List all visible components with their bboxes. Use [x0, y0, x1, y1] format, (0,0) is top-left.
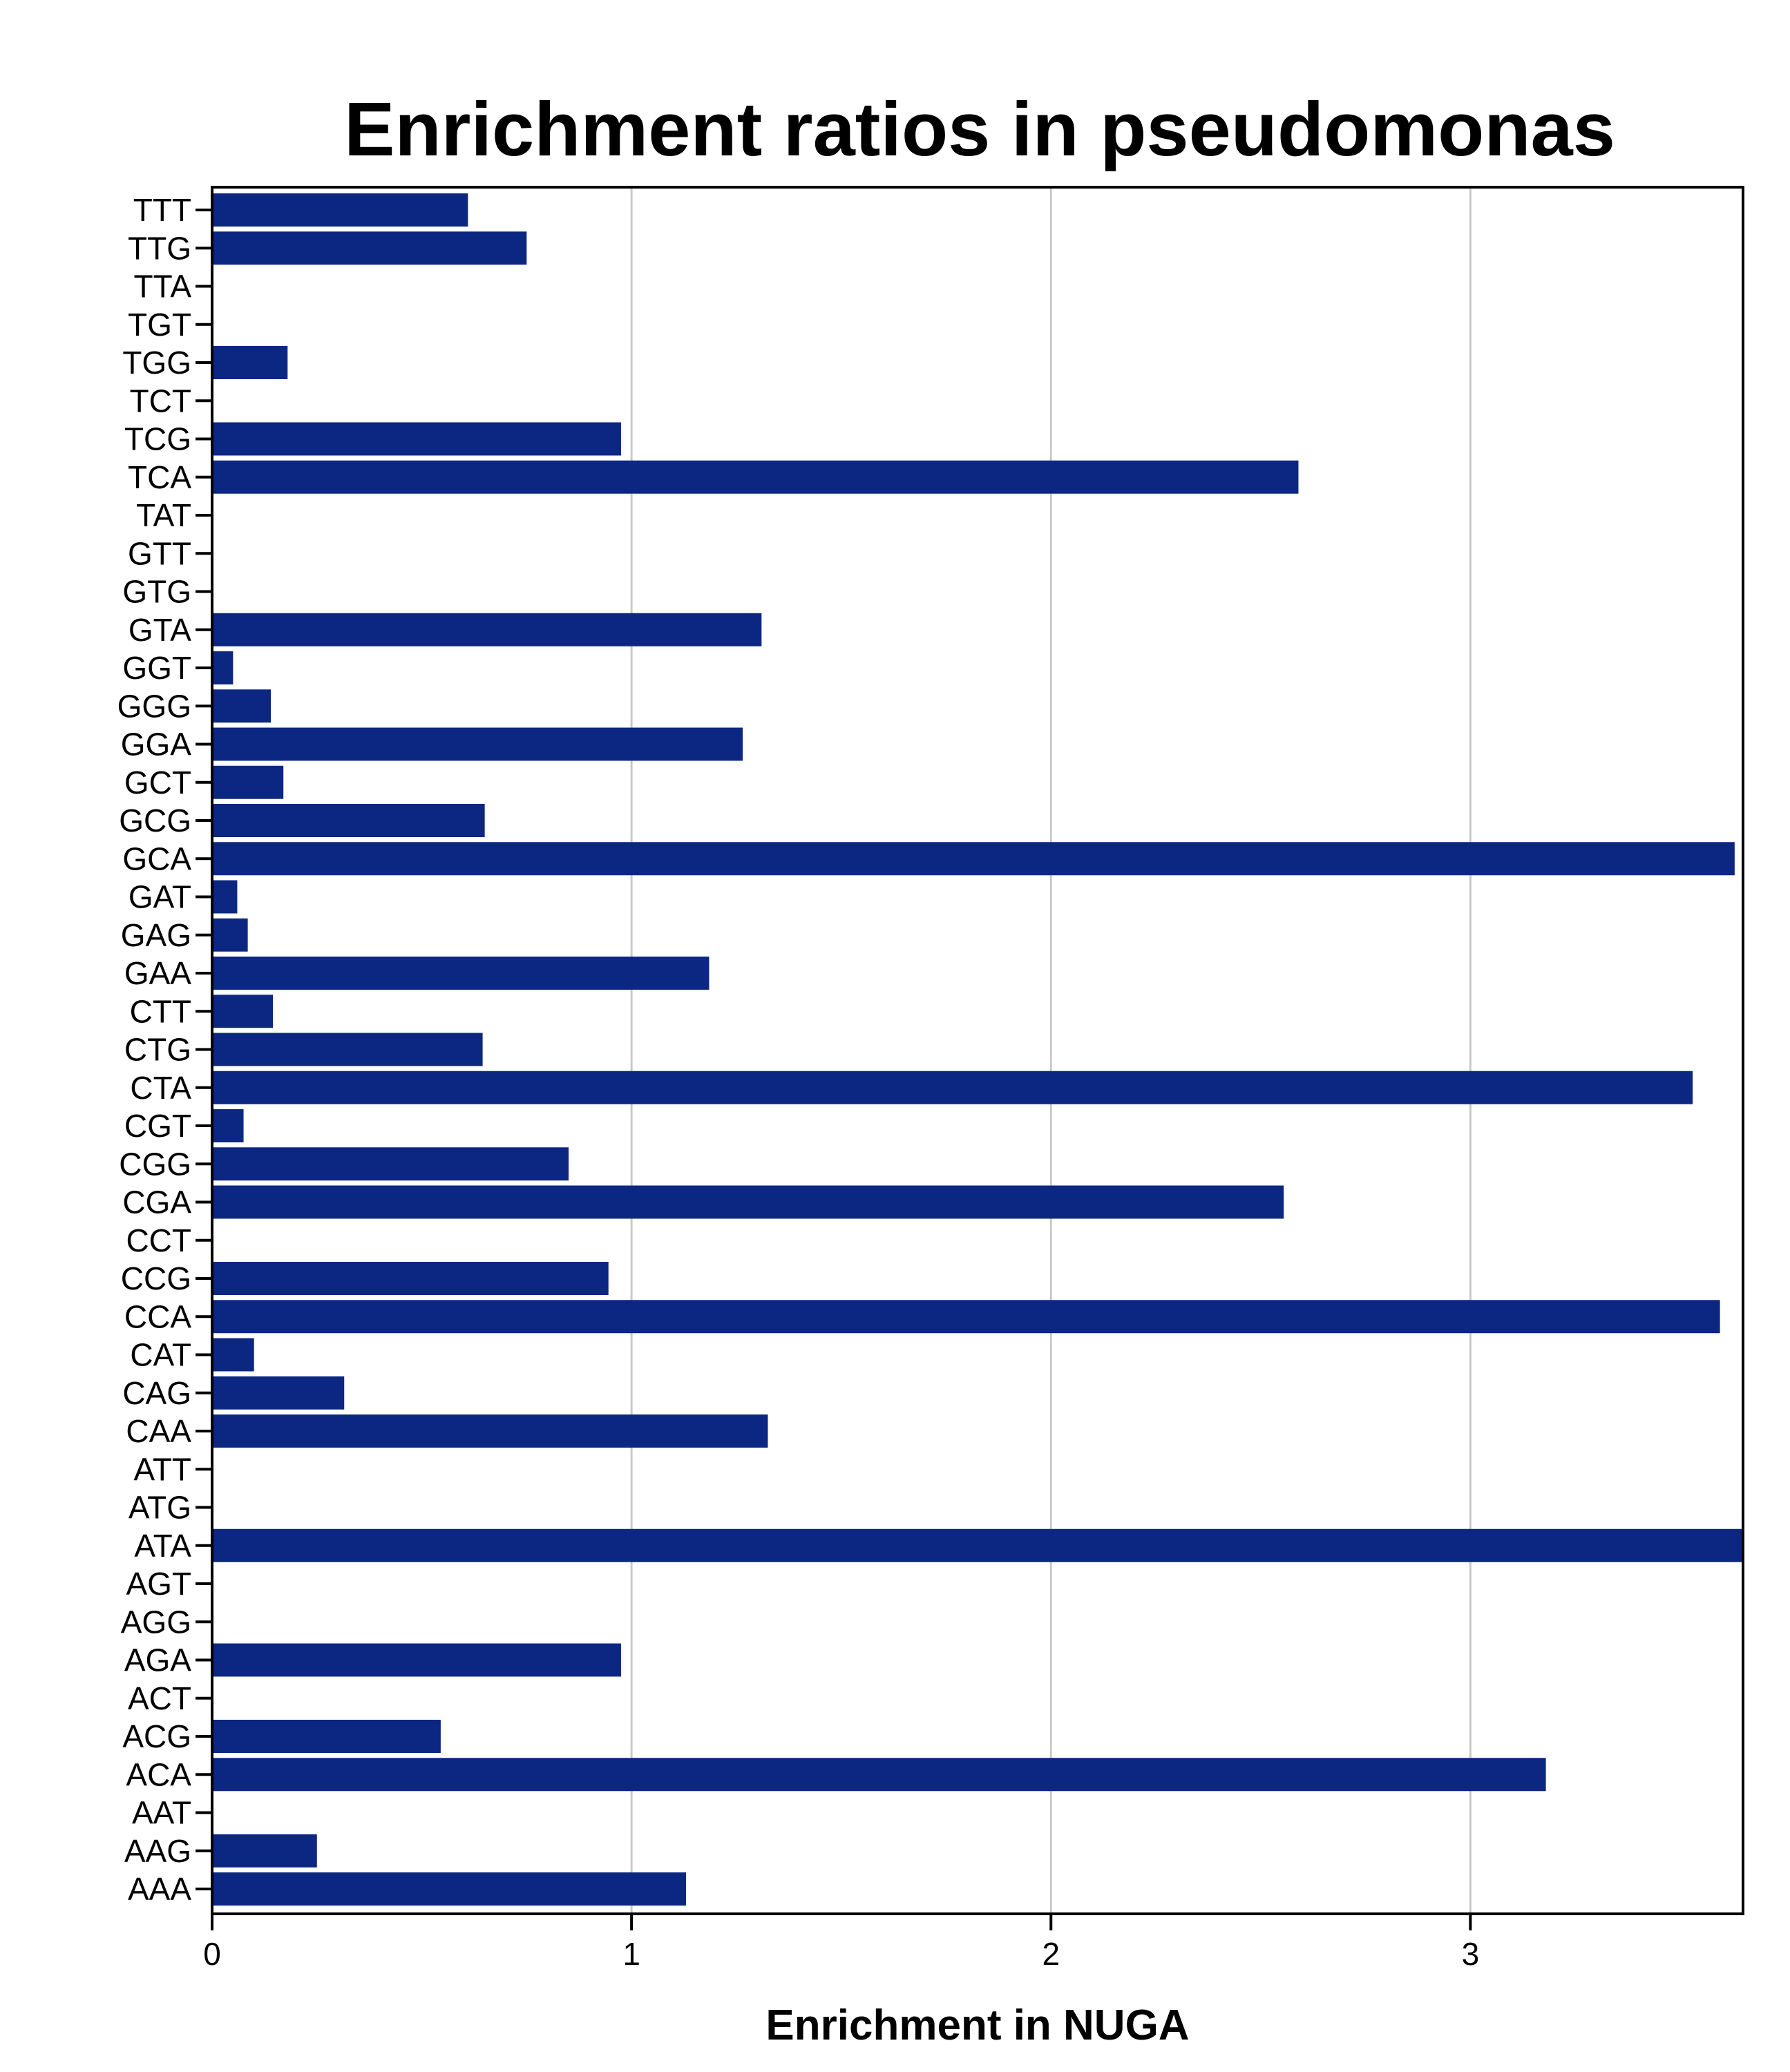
y-tick-label-CCT: CCT	[126, 1222, 191, 1258]
bar-CGA	[212, 1185, 1284, 1219]
bar-CAT	[212, 1338, 254, 1372]
bar-CCA	[212, 1300, 1720, 1334]
y-tick-label-GTG: GTG	[122, 574, 191, 610]
y-tick-label-GCG: GCG	[119, 803, 191, 838]
y-tick-label-CAA: CAA	[126, 1413, 191, 1449]
x-tick-label-3: 3	[1462, 1936, 1480, 1972]
bar-AAG	[212, 1834, 317, 1868]
y-tick-label-AAT: AAT	[132, 1795, 191, 1831]
y-tick-label-GAG: GAG	[121, 917, 191, 953]
bar-TTT	[212, 193, 468, 227]
bar-ATA	[212, 1528, 1743, 1562]
bar-TCG	[212, 422, 621, 456]
y-tick-label-ACG: ACG	[122, 1718, 191, 1754]
bar-GTA	[212, 613, 762, 646]
y-tick-label-CGT: CGT	[124, 1108, 191, 1144]
y-tick-label-TGG: TGG	[122, 345, 191, 381]
bar-CGG	[212, 1147, 569, 1181]
y-tick-label-GGG: GGG	[117, 688, 191, 724]
bar-GAT	[212, 880, 238, 914]
bar-CTT	[212, 995, 274, 1028]
bar-AAA	[212, 1872, 687, 1906]
y-tick-label-GTT: GTT	[128, 535, 191, 571]
bar-CTA	[212, 1071, 1693, 1104]
y-tick-label-TGT: TGT	[128, 307, 191, 343]
bar-TGG	[212, 346, 288, 379]
bar-GGA	[212, 727, 743, 761]
y-tick-label-GAA: GAA	[124, 955, 191, 991]
bar-GCA	[212, 842, 1735, 876]
x-tick-label-2: 2	[1042, 1936, 1060, 1972]
bar-GGT	[212, 651, 234, 684]
bar-CTG	[212, 1033, 483, 1066]
y-tick-label-AGT: AGT	[126, 1566, 191, 1602]
y-tick-label-GTA: GTA	[128, 612, 191, 648]
bar-ACA	[212, 1758, 1546, 1792]
x-tick-label-0: 0	[203, 1936, 221, 1972]
bar-GAA	[212, 957, 710, 990]
grid-lines	[630, 187, 1472, 1914]
y-tick-label-AAA: AAA	[128, 1871, 191, 1907]
y-tick-label-TTA: TTA	[134, 269, 192, 305]
y-tick-label-AGG: AGG	[121, 1604, 191, 1640]
y-tick-label-TCT: TCT	[130, 383, 191, 419]
y-tick-label-ACT: ACT	[128, 1680, 191, 1716]
y-tick-label-TTT: TTT	[133, 192, 191, 228]
y-tick-label-GCT: GCT	[124, 765, 191, 800]
bar-TCA	[212, 460, 1299, 494]
y-tick-label-GGT: GGT	[122, 650, 191, 686]
y-tick-label-CAG: CAG	[122, 1375, 191, 1411]
y-axis-ticks: TTTTTGTTATGTTGGTCTTCGTCATATGTTGTGGTAGGTG…	[117, 192, 212, 1907]
y-tick-label-TCA: TCA	[128, 459, 191, 495]
bar-CAA	[212, 1414, 768, 1448]
y-tick-label-ATG: ATG	[128, 1490, 191, 1526]
y-tick-label-CTG: CTG	[124, 1032, 191, 1068]
bar-TTG	[212, 231, 527, 265]
y-tick-label-ACA: ACA	[126, 1756, 191, 1792]
y-tick-label-GCA: GCA	[122, 841, 191, 876]
y-tick-label-ATT: ATT	[134, 1451, 191, 1487]
bar-GAG	[212, 918, 248, 952]
bar-CAG	[212, 1376, 345, 1410]
bar-GCG	[212, 804, 485, 837]
y-tick-label-CCA: CCA	[124, 1298, 191, 1334]
bar-CGT	[212, 1109, 244, 1142]
y-tick-label-AAG: AAG	[124, 1833, 191, 1869]
x-axis-ticks: 0 1 2 3	[203, 1914, 1479, 1972]
x-axis-label: Enrichment in NUGA	[765, 2002, 1189, 2049]
y-tick-label-ATA: ATA	[134, 1528, 191, 1564]
y-tick-label-GAT: GAT	[128, 879, 191, 915]
y-tick-label-CAT: CAT	[130, 1337, 191, 1373]
y-tick-label-CGA: CGA	[122, 1184, 191, 1220]
bar-CCG	[212, 1262, 609, 1295]
y-tick-label-TTG: TTG	[128, 230, 191, 266]
y-tick-label-CGG: CGG	[119, 1146, 191, 1182]
bar-series	[212, 193, 1743, 1906]
y-tick-label-CTA: CTA	[130, 1070, 191, 1106]
bar-AGA	[212, 1643, 621, 1677]
bar-GGG	[212, 689, 271, 723]
y-tick-label-CTT: CTT	[130, 993, 191, 1029]
y-tick-label-TAT: TAT	[136, 497, 191, 533]
chart-title: Enrichment ratios in pseudomonas	[344, 87, 1615, 172]
y-tick-label-CCG: CCG	[121, 1260, 191, 1296]
bar-ACG	[212, 1720, 441, 1753]
bar-GCT	[212, 765, 284, 799]
x-tick-label-1: 1	[622, 1936, 640, 1972]
y-tick-label-TCG: TCG	[124, 421, 191, 457]
y-tick-label-AGA: AGA	[124, 1642, 191, 1678]
y-tick-label-GGA: GGA	[121, 727, 192, 762]
